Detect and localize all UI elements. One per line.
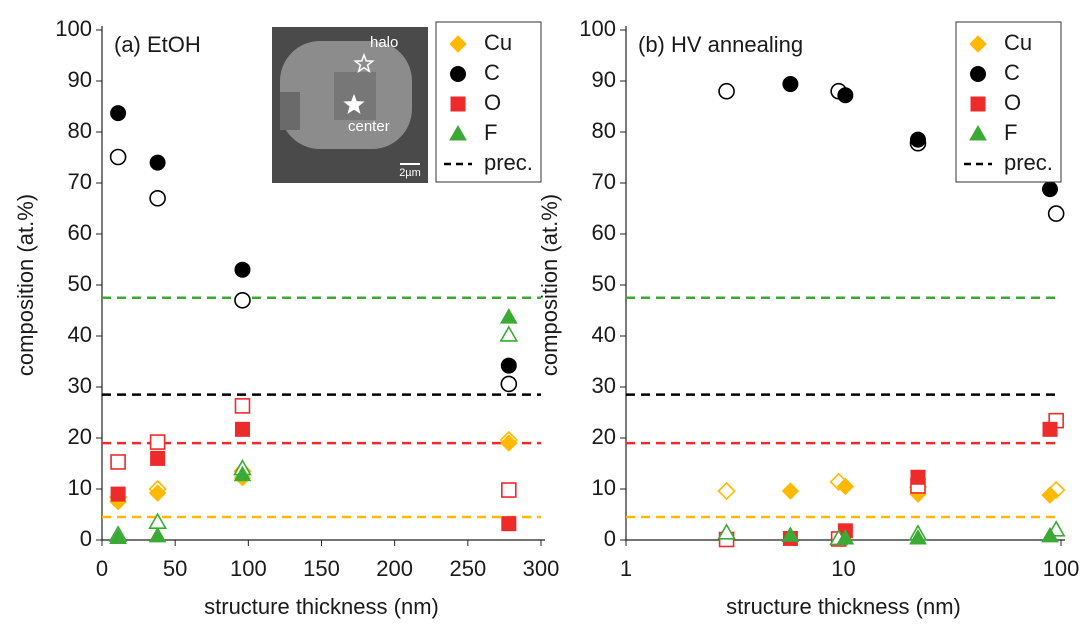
center-point [235,422,249,436]
y-tick-label: 30 [592,373,616,398]
y-tick-label: 20 [68,424,92,449]
x-tick-label: 300 [523,556,560,581]
y-tick-label: 10 [68,475,92,500]
halo-point [111,149,126,164]
legend-marker [451,97,465,111]
panel-title: (b) HV annealing [638,32,803,57]
legend-marker [971,67,986,82]
center-point [501,309,517,323]
legend-label: Cu [1004,30,1032,55]
legend-label: F [1004,120,1017,145]
center-point [783,77,798,92]
center-point [235,262,250,277]
y-tick-label: 60 [68,220,92,245]
center-point [1042,182,1057,197]
center-point [1043,422,1057,436]
center-point [111,106,126,121]
center-point [911,470,925,484]
legend-label: C [1004,60,1020,85]
x-tick-label: 100 [1043,556,1080,581]
x-tick-label: 150 [303,556,340,581]
legend-label: F [484,120,497,145]
legend-label: Cu [484,30,512,55]
x-tick-label: 50 [163,556,187,581]
y-axis-label: composition (at.%) [537,194,562,376]
inset-label: 2µm [399,167,421,179]
center-point [111,487,125,501]
panel-title: (a) EtOH [114,32,201,57]
legend-label: O [484,90,501,115]
x-tick-label: 100 [230,556,267,581]
legend-label: C [484,60,500,85]
y-tick-label: 60 [592,220,616,245]
y-tick-label: 90 [68,67,92,92]
center-point [782,483,798,499]
x-axis-label: structure thickness (nm) [726,594,961,619]
center-point [150,528,166,542]
y-tick-label: 30 [68,373,92,398]
legend-label: O [1004,90,1021,115]
y-tick-label: 90 [592,67,616,92]
inset-label: halo [370,34,398,51]
halo-point [502,483,516,497]
halo-point [719,483,735,499]
center-point [501,358,516,373]
y-tick-label: 100 [55,16,92,41]
legend-marker [971,97,985,111]
halo-point [150,191,165,206]
x-tick-label: 200 [376,556,413,581]
legend-marker [451,67,466,82]
center-point [150,155,165,170]
y-tick-label: 70 [68,169,92,194]
y-tick-label: 50 [592,271,616,296]
inset-label: center [348,118,390,135]
halo-point [1049,206,1064,221]
center-point [151,451,165,465]
x-tick-label: 10 [831,556,855,581]
y-tick-label: 80 [68,118,92,143]
halo-point [501,327,517,341]
y-tick-label: 20 [592,424,616,449]
y-axis-label: composition (at.%) [13,194,38,376]
y-tick-label: 10 [592,475,616,500]
x-tick-label: 0 [96,556,108,581]
center-point [502,517,516,531]
halo-point [151,435,165,449]
legend-label: prec. [1004,150,1053,175]
halo-point [235,293,250,308]
center-point [910,132,925,147]
y-tick-label: 50 [68,271,92,296]
y-tick-label: 40 [592,322,616,347]
y-tick-label: 40 [68,322,92,347]
inset-structure-inner [334,72,376,120]
y-tick-label: 80 [592,118,616,143]
x-tick-label: 1 [620,556,632,581]
center-point [838,88,853,103]
y-tick-label: 100 [579,16,616,41]
inset-structure-side [280,92,300,130]
halo-point [111,455,125,469]
page: {"chart_data": [ {"type": "scatter", "ti… [0,0,1082,628]
halo-point [501,376,516,391]
y-tick-label: 70 [592,169,616,194]
figure: 0102030405060708090100050100150200250300… [0,0,1082,628]
x-tick-label: 250 [449,556,486,581]
y-tick-label: 0 [80,526,92,551]
legend-label: prec. [484,150,533,175]
x-axis-label: structure thickness (nm) [204,594,439,619]
halo-point [719,84,734,99]
halo-point [235,399,249,413]
y-tick-label: 0 [604,526,616,551]
